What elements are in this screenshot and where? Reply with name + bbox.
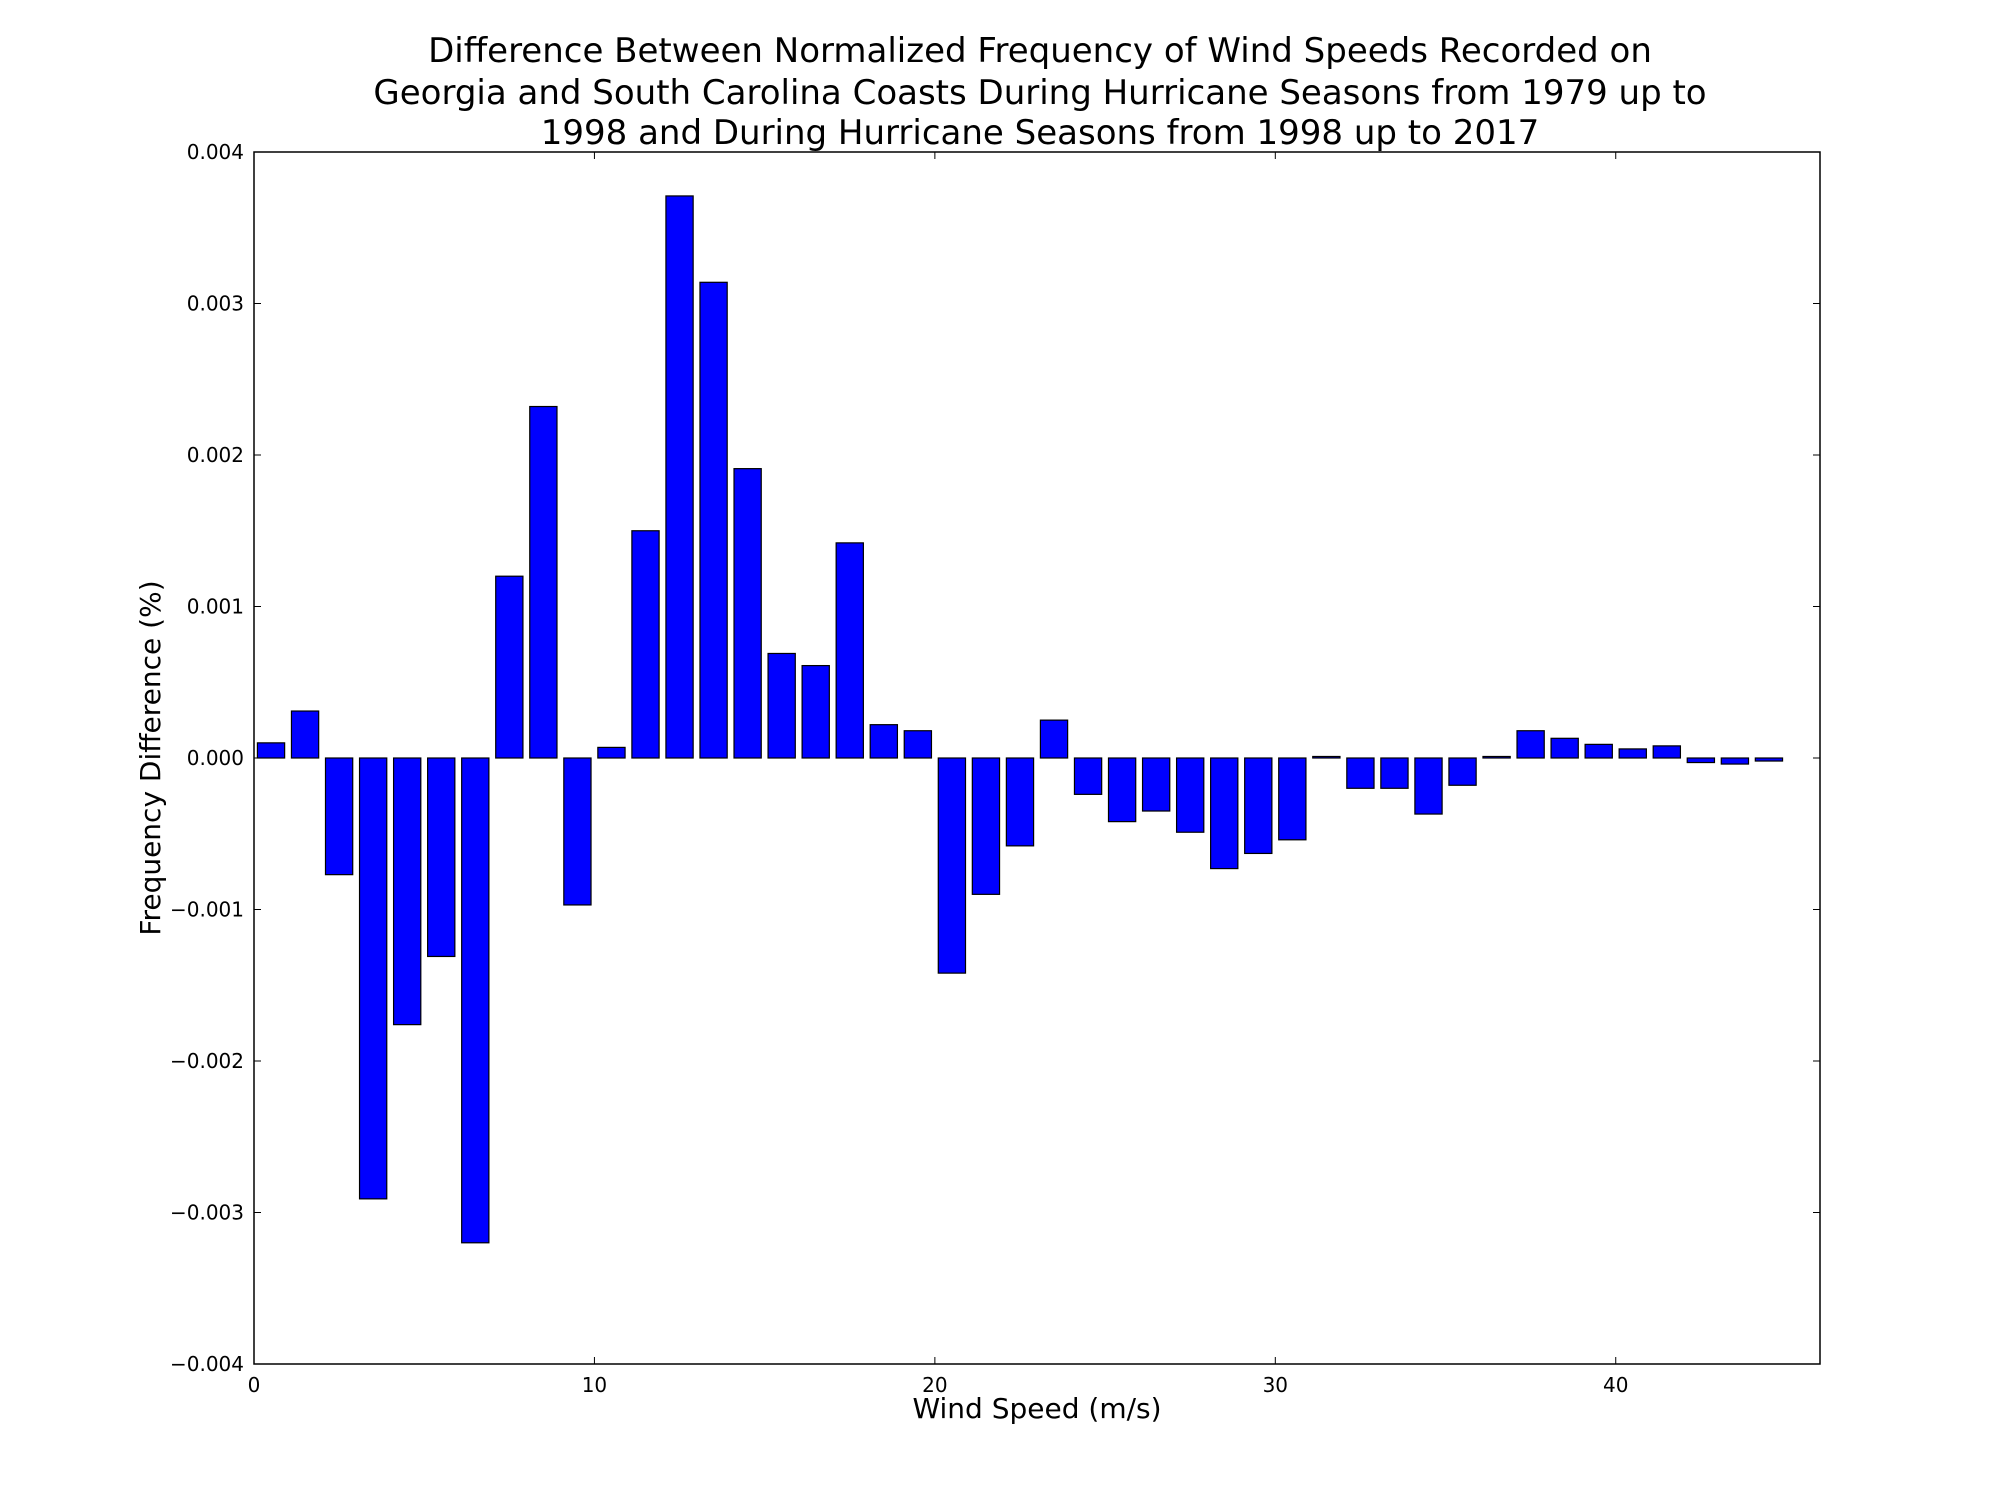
x-tick-label: 10 xyxy=(582,1373,607,1397)
bar-16 xyxy=(801,664,830,759)
bar-41 xyxy=(1652,745,1682,759)
y-tick-label: −0.001 xyxy=(170,898,244,922)
x-tick-label: 30 xyxy=(1263,1373,1288,1397)
bar-24 xyxy=(1073,757,1103,795)
bar-36 xyxy=(1482,755,1511,759)
bar-3 xyxy=(358,757,388,1200)
bar-38 xyxy=(1550,737,1579,759)
chart-title-line-1: Difference Between Normalized Frequency … xyxy=(428,31,1652,71)
bar-27 xyxy=(1175,757,1205,833)
bar-9 xyxy=(563,757,592,906)
x-tick-label: 0 xyxy=(248,1373,261,1397)
bar-34 xyxy=(1414,757,1443,815)
bar-20 xyxy=(937,757,967,974)
bar-37 xyxy=(1516,730,1545,759)
y-tick-label: 0.002 xyxy=(187,443,244,467)
bar-10 xyxy=(597,746,626,759)
x-tick-label: 40 xyxy=(1603,1373,1628,1397)
y-tick-label: 0.004 xyxy=(187,140,244,164)
bar-26 xyxy=(1141,757,1171,812)
plot-frame xyxy=(253,151,1821,1365)
x-axis-label: Wind Speed (m/s) xyxy=(912,1392,1161,1425)
bar-18 xyxy=(869,724,899,759)
bar-44 xyxy=(1754,757,1784,762)
bar-35 xyxy=(1448,757,1477,786)
bar-13 xyxy=(699,281,728,759)
bar-5 xyxy=(427,757,456,958)
bar-33 xyxy=(1380,757,1409,789)
chart-title-line-3: 1998 and During Hurricane Seasons from 1… xyxy=(541,113,1540,153)
axis-ticks: 0 10 20 30 40 −0.004 −0.003 −0.002 −0.001 0.000 0.… xyxy=(170,140,1820,1397)
bar-29 xyxy=(1244,757,1273,855)
bar-40 xyxy=(1618,748,1647,759)
bar-7 xyxy=(495,575,524,759)
y-tick-label: −0.003 xyxy=(170,1201,244,1225)
y-axis-label: Frequency Difference (%) xyxy=(134,580,167,935)
bar-43 xyxy=(1720,757,1750,765)
y-tick-label: −0.004 xyxy=(170,1352,244,1376)
bar-8 xyxy=(529,405,558,759)
bar-1 xyxy=(290,710,320,759)
bar-22 xyxy=(1005,757,1035,847)
bar-6 xyxy=(461,757,490,1244)
bar-11 xyxy=(631,530,660,759)
bar-31 xyxy=(1312,755,1341,759)
bar-23 xyxy=(1039,719,1069,759)
y-tick-label: 0.001 xyxy=(187,595,244,619)
bar-0 xyxy=(256,742,286,759)
bar-15 xyxy=(767,652,796,759)
bar-21 xyxy=(971,757,1001,895)
bar-28 xyxy=(1210,757,1239,870)
bar-25 xyxy=(1107,757,1137,823)
y-tick-label: 0.000 xyxy=(187,746,244,770)
y-tick-label: −0.002 xyxy=(170,1049,244,1073)
bars xyxy=(256,195,1784,1244)
chart-title-line-2: Georgia and South Carolina Coasts During… xyxy=(373,73,1706,113)
bar-17 xyxy=(835,542,864,759)
x-tick-label: 20 xyxy=(922,1373,947,1397)
bar-42 xyxy=(1686,757,1716,764)
bar-14 xyxy=(733,468,762,759)
bar-30 xyxy=(1278,757,1307,841)
y-tick-label: 0.003 xyxy=(187,292,244,316)
bar-4 xyxy=(392,757,422,1026)
chart-title: Difference Between Normalized Frequency … xyxy=(373,31,1706,153)
bar-39 xyxy=(1584,743,1613,759)
bar-2 xyxy=(324,757,354,876)
bar-12 xyxy=(665,195,694,759)
bar-32 xyxy=(1346,757,1375,789)
bar-19 xyxy=(903,730,933,759)
